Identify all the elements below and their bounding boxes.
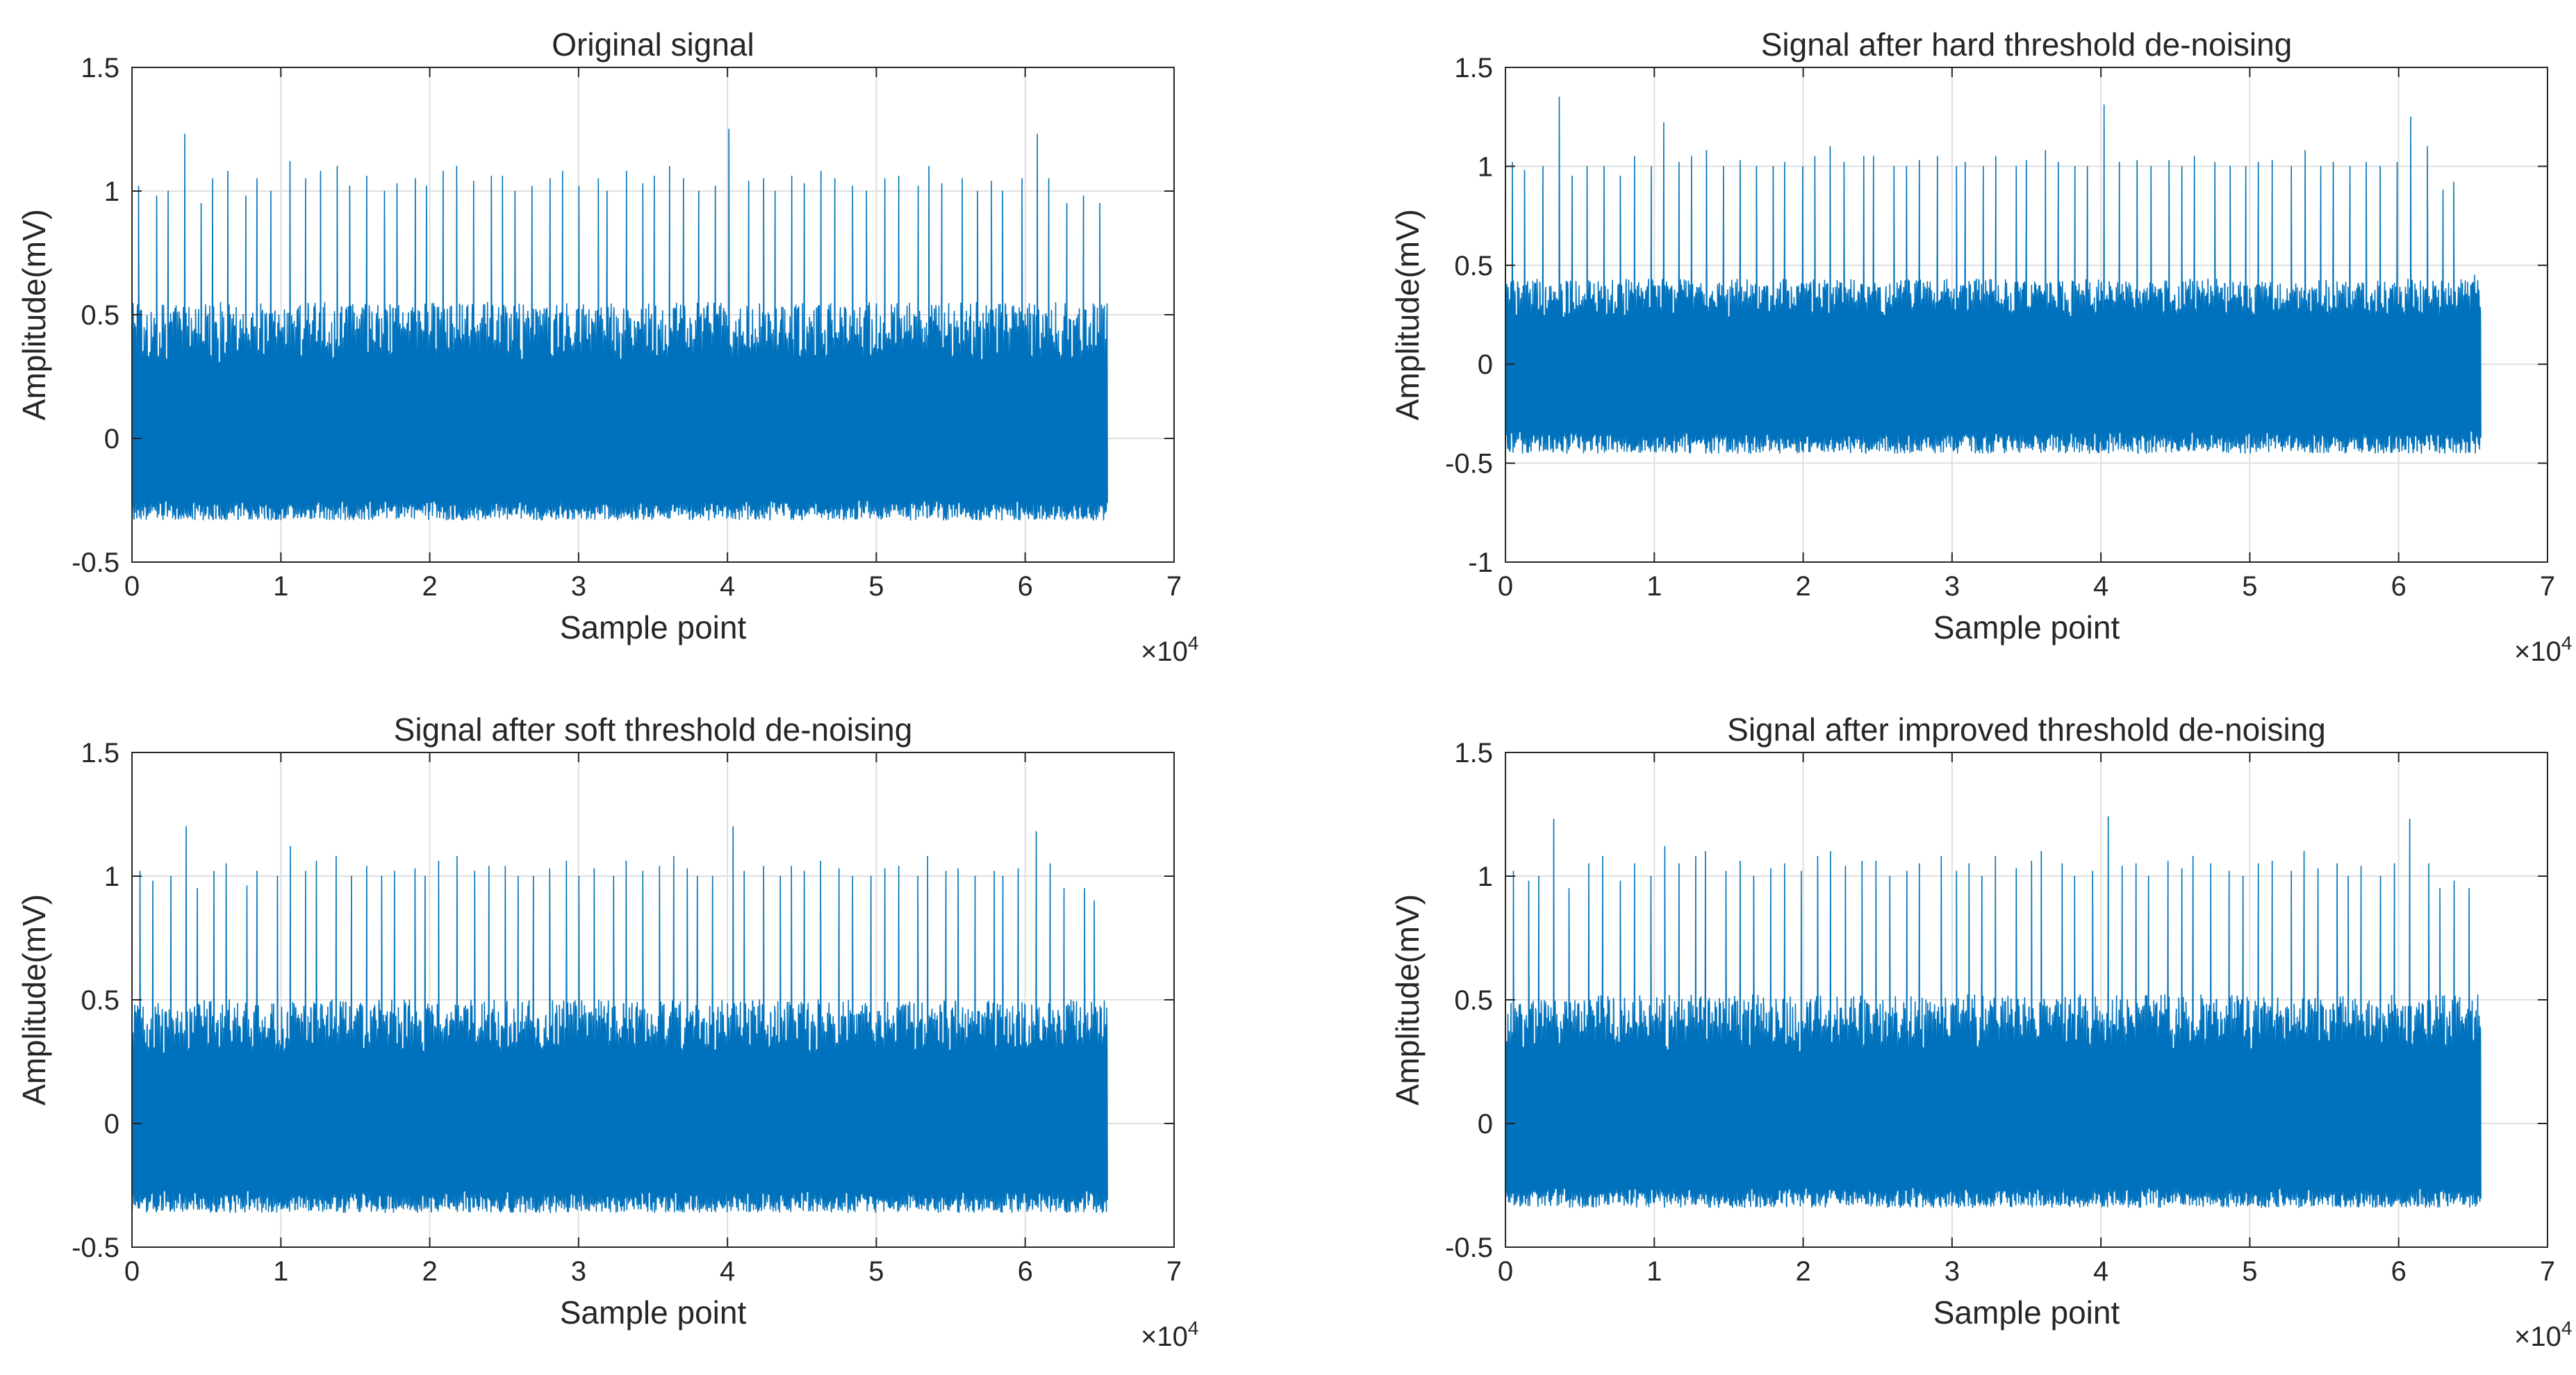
chart-3-x-tick-label: 7 [1166,1256,1182,1287]
chart-2-x-tick-label: 1 [1646,571,1662,602]
chart-1-x-tick-label: 0 [124,571,140,602]
chart-1-x-tick-label: 6 [1018,571,1033,602]
chart-4-x-tick-label: 5 [2242,1256,2257,1287]
chart-1-y-axis-label: Amplitude(mV) [16,209,52,420]
chart-2-x-tick-label: 2 [1795,571,1810,602]
chart-3-x-tick-label: 2 [422,1256,437,1287]
chart-3-x-tick-label: 3 [571,1256,586,1287]
chart-1-series-line [131,129,1108,521]
chart-2-y-tick-label: 1 [1478,151,1493,182]
chart-3-y-tick-label: 0.5 [81,985,119,1016]
chart-4-x-tick-label: 2 [1795,1256,1810,1287]
chart-2: 0 1 2 3 4 5 6 7 -1 -0.5 0 0.5 1 1.5 Signal after hard … [1389,26,2572,667]
chart-3-x-tick-label: 6 [1018,1256,1033,1287]
chart-4-y-tick-label: 1.5 [1454,738,1493,768]
chart-3-title: Signal after soft threshold de-noising [394,711,913,748]
chart-2-title: Signal after hard threshold de-noising [1761,26,2293,63]
chart-2-x-tick-label: 7 [2540,571,2555,602]
chart-1-y-tick-label: 0 [104,424,119,454]
chart-2-y-tick-label: 0 [1478,349,1493,380]
chart-4-y-tick-label: -0.5 [1445,1233,1493,1263]
chart-1-x-tick-label: 7 [1166,571,1182,602]
chart-3-x-tick-label: 4 [720,1256,735,1287]
chart-1-y-tick-label: 0.5 [81,300,119,331]
chart-1-x-exponent: ×104 [1141,632,1198,667]
chart-1-x-axis-label: Sample point [560,609,747,645]
chart-3-x-tick-label: 1 [273,1256,288,1287]
chart-4-x-tick-label: 6 [2391,1256,2406,1287]
chart-3-x-axis-label: Sample point [560,1294,747,1331]
chart-4-x-tick-label: 4 [2093,1256,2108,1287]
chart-3-y-tick-label: 0 [104,1109,119,1139]
chart-1-x-tick-label: 5 [868,571,884,602]
chart-2-x-tick-label: 4 [2093,571,2108,602]
chart-3-x-tick-label: 5 [868,1256,884,1287]
chart-2-y-tick-label: 1.5 [1454,53,1493,83]
chart-4-x-exponent: ×104 [2514,1317,2572,1352]
chart-2-x-tick-label: 6 [2391,571,2406,602]
chart-1-y-tick-label: -0.5 [72,547,119,578]
chart-4-title: Signal after improved threshold de-noisi… [1727,711,2326,748]
chart-2-x-exponent: ×104 [2514,632,2572,667]
chart-2-axes-box [1505,67,2548,563]
chart-2-x-tick-label: 3 [1945,571,1960,602]
chart-3-x-exponent: ×104 [1141,1317,1198,1352]
chart-4-x-tick-label: 3 [1945,1256,1960,1287]
chart-2-y-tick-label: 0.5 [1454,251,1493,281]
chart-4-x-tick-label: 1 [1646,1256,1662,1287]
chart-1-x-tick-label: 4 [720,571,735,602]
chart-2-y-tick-label: -0.5 [1445,449,1493,479]
chart-4-y-tick-label: 0 [1478,1109,1493,1139]
chart-4-series-line [1505,816,2482,1208]
chart-4-y-axis-label: Amplitude(mV) [1389,894,1426,1105]
chart-1-x-tick-label: 1 [273,571,288,602]
chart-4-x-axis-label: Sample point [1933,1294,2120,1331]
chart-2-y-tick-label: -1 [1468,547,1493,578]
chart-4-y-tick-label: 1 [1478,862,1493,892]
chart-3-series-line [131,826,1108,1213]
chart-1-y-tick-label: 1.5 [81,53,119,83]
chart-2-x-axis-label: Sample point [1933,609,2120,645]
chart-1-x-tick-label: 3 [571,571,586,602]
chart-3-y-tick-label: -0.5 [72,1233,119,1263]
chart-1-x-tick-label: 2 [422,571,437,602]
chart-2-x-tick-label: 5 [2242,571,2257,602]
chart-3-y-tick-label: 1 [104,862,119,892]
chart-4-x-tick-label: 7 [2540,1256,2555,1287]
chart-3-y-tick-label: 1.5 [81,738,119,768]
chart-1-y-tick-label: 1 [104,176,119,207]
chart-4-y-tick-label: 0.5 [1454,985,1493,1016]
chart-2-y-axis-label: Amplitude(mV) [1389,209,1426,420]
chart-4-x-tick-label: 0 [1498,1256,1513,1287]
chart-1-title: Original signal [552,26,754,63]
chart-3-x-tick-label: 0 [124,1256,140,1287]
chart-3-y-axis-label: Amplitude(mV) [16,894,52,1105]
chart-2-x-tick-label: 0 [1498,571,1513,602]
chart-2-series-line [1505,96,2482,454]
